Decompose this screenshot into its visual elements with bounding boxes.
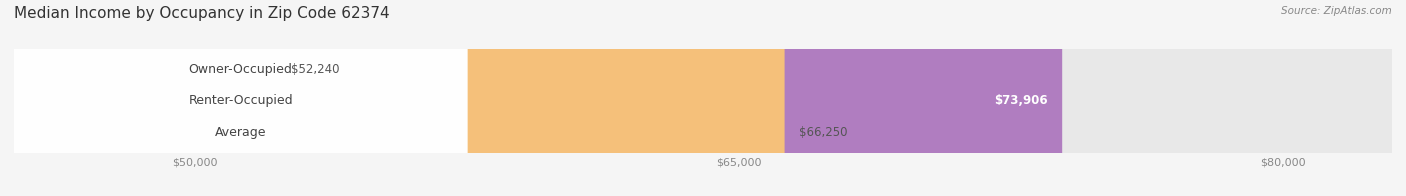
Text: Renter-Occupied: Renter-Occupied [188, 94, 292, 107]
FancyBboxPatch shape [14, 0, 467, 196]
FancyBboxPatch shape [14, 0, 467, 196]
FancyBboxPatch shape [14, 0, 1062, 196]
Text: $73,906: $73,906 [994, 94, 1047, 107]
Text: $66,250: $66,250 [799, 126, 848, 139]
Text: Median Income by Occupancy in Zip Code 62374: Median Income by Occupancy in Zip Code 6… [14, 6, 389, 21]
Text: Owner-Occupied: Owner-Occupied [188, 63, 292, 76]
Text: $52,240: $52,240 [291, 63, 340, 76]
FancyBboxPatch shape [0, 0, 377, 196]
FancyBboxPatch shape [14, 0, 1392, 196]
FancyBboxPatch shape [14, 0, 467, 196]
Text: Source: ZipAtlas.com: Source: ZipAtlas.com [1281, 6, 1392, 16]
FancyBboxPatch shape [14, 0, 785, 196]
Text: Average: Average [215, 126, 266, 139]
FancyBboxPatch shape [14, 0, 1392, 196]
FancyBboxPatch shape [14, 0, 1392, 196]
